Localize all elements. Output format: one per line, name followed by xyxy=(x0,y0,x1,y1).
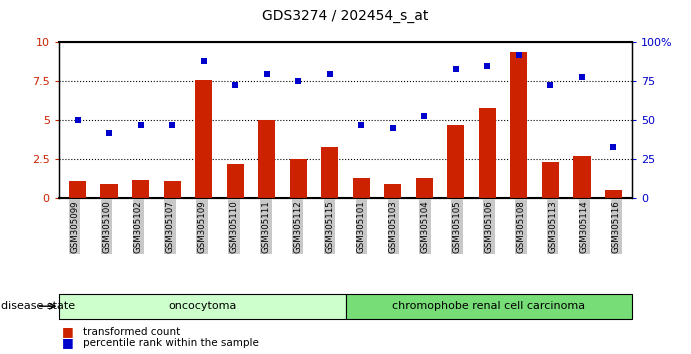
Point xyxy=(261,71,272,76)
Point xyxy=(451,66,462,72)
Point xyxy=(324,71,335,76)
Bar xyxy=(164,181,181,198)
Bar xyxy=(258,120,276,198)
Text: GSM305099: GSM305099 xyxy=(70,200,79,252)
Text: ■: ■ xyxy=(62,325,74,338)
Text: GSM305103: GSM305103 xyxy=(389,200,398,253)
Text: GSM305101: GSM305101 xyxy=(357,200,366,253)
Bar xyxy=(605,190,622,198)
Text: GSM305116: GSM305116 xyxy=(612,200,621,253)
Point xyxy=(229,82,240,87)
Point xyxy=(513,52,524,58)
Point xyxy=(72,118,83,123)
Bar xyxy=(195,80,212,198)
Point xyxy=(198,58,209,64)
Point xyxy=(419,113,430,119)
Point xyxy=(293,79,304,84)
Text: GSM305109: GSM305109 xyxy=(198,200,207,253)
Text: transformed count: transformed count xyxy=(83,327,180,337)
Text: GSM305104: GSM305104 xyxy=(421,200,430,253)
Text: disease state: disease state xyxy=(1,301,75,311)
Bar xyxy=(321,147,339,198)
Bar xyxy=(415,178,433,198)
Point xyxy=(482,63,493,69)
Text: GSM305110: GSM305110 xyxy=(229,200,238,253)
Text: GSM305112: GSM305112 xyxy=(293,200,302,253)
Text: GSM305115: GSM305115 xyxy=(325,200,334,253)
Text: GSM305107: GSM305107 xyxy=(166,200,175,253)
Bar xyxy=(227,164,244,198)
Text: percentile rank within the sample: percentile rank within the sample xyxy=(83,338,259,348)
Bar xyxy=(573,156,591,198)
Bar xyxy=(479,108,496,198)
Text: oncocytoma: oncocytoma xyxy=(168,301,236,311)
Point xyxy=(104,130,115,136)
Point xyxy=(576,74,587,80)
Bar xyxy=(290,159,307,198)
Text: GDS3274 / 202454_s_at: GDS3274 / 202454_s_at xyxy=(263,9,428,23)
Point xyxy=(167,122,178,128)
Point xyxy=(545,82,556,87)
Bar xyxy=(352,178,370,198)
Point xyxy=(608,144,619,150)
Point xyxy=(387,125,398,131)
Text: GSM305114: GSM305114 xyxy=(580,200,589,253)
Text: GSM305108: GSM305108 xyxy=(516,200,525,253)
Point xyxy=(135,122,146,128)
Bar xyxy=(132,179,149,198)
Bar xyxy=(384,184,401,198)
Text: GSM305102: GSM305102 xyxy=(134,200,143,253)
Bar xyxy=(100,184,118,198)
Text: GSM305100: GSM305100 xyxy=(102,200,111,253)
Point xyxy=(356,122,367,128)
Bar xyxy=(542,162,559,198)
Text: chromophobe renal cell carcinoma: chromophobe renal cell carcinoma xyxy=(392,301,585,311)
Bar xyxy=(447,125,464,198)
Text: GSM305106: GSM305106 xyxy=(484,200,493,253)
Text: GSM305105: GSM305105 xyxy=(453,200,462,253)
Bar xyxy=(510,52,527,198)
Text: GSM305111: GSM305111 xyxy=(261,200,270,253)
Bar xyxy=(69,181,86,198)
Text: GSM305113: GSM305113 xyxy=(548,200,557,253)
Text: ■: ■ xyxy=(62,336,74,349)
